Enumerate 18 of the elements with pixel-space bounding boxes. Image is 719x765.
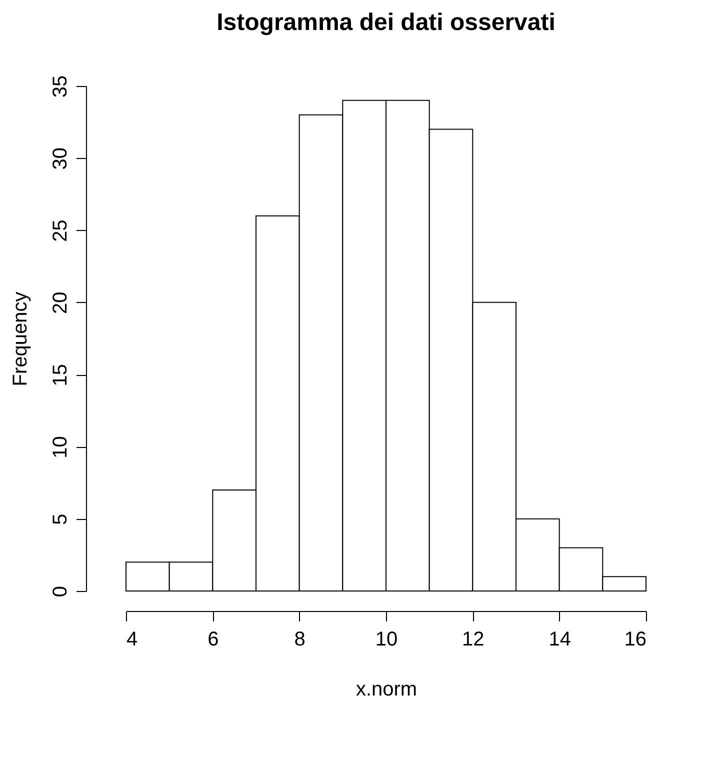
x-tick-label: 4 bbox=[126, 628, 138, 650]
y-tick-label: 25 bbox=[50, 220, 72, 242]
chart-title: Istogramma dei dati osservati bbox=[216, 8, 556, 36]
y-axis-title: Frequency bbox=[10, 292, 32, 386]
y-tick-label: 35 bbox=[50, 75, 72, 98]
x-tick-label: 8 bbox=[294, 628, 306, 650]
x-axis-title: x.norm bbox=[356, 678, 418, 700]
y-tick-label: 15 bbox=[50, 364, 72, 386]
x-tick-label: 16 bbox=[624, 628, 646, 650]
y-tick-label: 20 bbox=[50, 292, 72, 314]
x-tick-label: 14 bbox=[548, 628, 571, 650]
x-tick-label: 6 bbox=[208, 628, 219, 650]
x-tick-label: 12 bbox=[462, 628, 484, 650]
y-tick-label: 10 bbox=[50, 436, 72, 458]
y-tick-label: 30 bbox=[50, 148, 72, 170]
y-tick-label: 5 bbox=[50, 514, 72, 525]
x-tick-label: 10 bbox=[375, 628, 398, 650]
y-tick-label: 0 bbox=[50, 586, 72, 598]
